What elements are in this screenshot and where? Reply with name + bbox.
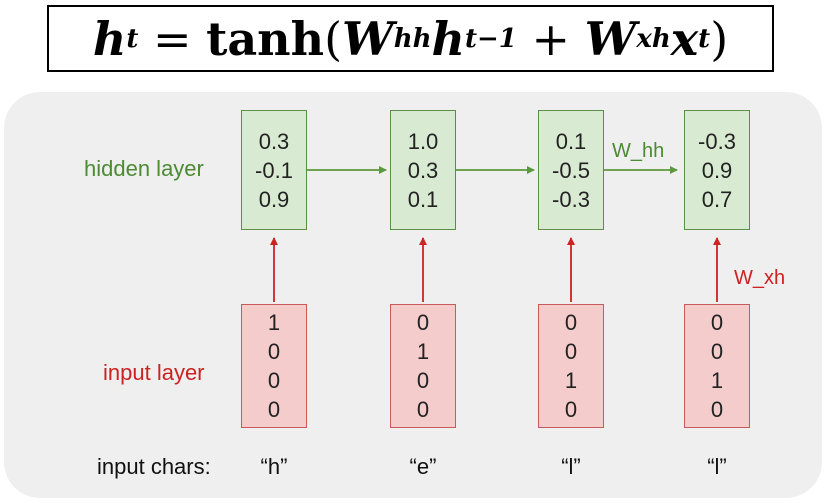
input-value: 0 <box>268 366 280 395</box>
eq-equals: = <box>138 12 206 66</box>
input-layer-label: input layer <box>103 360 205 386</box>
input-value: 0 <box>268 395 280 424</box>
input-char: “l” <box>531 454 611 480</box>
input-vector-box: 0 0 1 0 <box>538 304 604 428</box>
input-value: 1 <box>711 366 723 395</box>
eq-h-prev-sub: t−1 <box>465 24 517 54</box>
hidden-value: -0.3 <box>698 127 736 156</box>
eq-h-prev: h <box>432 12 465 66</box>
eq-w-xh-sub: xh <box>636 24 670 54</box>
w-xh-label: W_xh <box>734 267 785 290</box>
eq-x-sub: t <box>698 24 710 54</box>
hidden-value: 0.7 <box>702 185 733 214</box>
input-value: 0 <box>417 395 429 424</box>
eq-tanh: tanh <box>206 12 324 66</box>
eq-w-hh: W <box>342 12 394 66</box>
hidden-value: 0.9 <box>702 156 733 185</box>
hidden-value: 0.1 <box>556 127 587 156</box>
input-value: 1 <box>417 337 429 366</box>
hidden-state-box: 0.3 -0.1 0.9 <box>241 110 307 230</box>
input-value: 0 <box>711 308 723 337</box>
input-vector-box: 0 0 1 0 <box>684 304 750 428</box>
hidden-value: -0.1 <box>255 156 293 185</box>
hidden-value: -0.5 <box>552 156 590 185</box>
eq-w-xh: W <box>585 12 637 66</box>
hidden-value: -0.3 <box>552 185 590 214</box>
eq-h-sub: t <box>126 24 138 54</box>
input-vector-box: 0 1 0 0 <box>390 304 456 428</box>
input-value: 0 <box>711 395 723 424</box>
eq-open-paren: ( <box>324 12 342 66</box>
input-vector-box: 1 0 0 0 <box>241 304 307 428</box>
input-value: 0 <box>268 337 280 366</box>
eq-plus: + <box>517 12 585 66</box>
input-char: “e” <box>383 454 463 480</box>
input-char: “l” <box>677 454 757 480</box>
eq-x: x <box>671 12 698 66</box>
hidden-state-box: -0.3 0.9 0.7 <box>684 110 750 230</box>
hidden-value: 0.3 <box>408 156 439 185</box>
hidden-layer-label: hidden layer <box>84 156 204 182</box>
eq-h: h <box>93 12 126 66</box>
input-value: 1 <box>268 308 280 337</box>
hidden-value: 0.9 <box>259 185 290 214</box>
hidden-value: 1.0 <box>408 127 439 156</box>
hidden-value: 0.3 <box>259 127 290 156</box>
hidden-state-box: 0.1 -0.5 -0.3 <box>538 110 604 230</box>
input-value: 1 <box>565 366 577 395</box>
input-char: “h” <box>234 454 314 480</box>
w-hh-label: W_hh <box>612 140 664 163</box>
input-value: 0 <box>565 308 577 337</box>
rnn-diagram-panel: hidden layer input layer input chars: W_… <box>4 92 822 498</box>
input-chars-label: input chars: <box>97 454 211 480</box>
input-value: 0 <box>417 308 429 337</box>
hidden-state-box: 1.0 0.3 0.1 <box>390 110 456 230</box>
eq-close-paren: ) <box>710 12 728 66</box>
hidden-value: 0.1 <box>408 185 439 214</box>
input-value: 0 <box>417 366 429 395</box>
input-value: 0 <box>565 395 577 424</box>
eq-w-hh-sub: hh <box>394 24 432 54</box>
input-value: 0 <box>565 337 577 366</box>
input-value: 0 <box>711 337 723 366</box>
